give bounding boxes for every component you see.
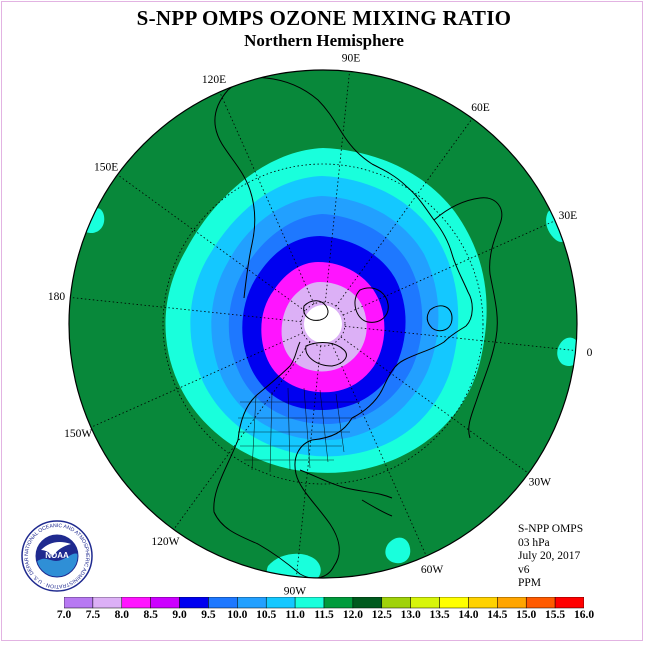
colorbar-tick-label: 8.5	[143, 609, 158, 621]
colorbar-tick-labels: 7.0 7.5 8.0 8.5 9.0 9.5 10.0 10.5 11.0 11.5 12.0 12…	[0, 609, 648, 623]
longitude-label-30e: 30E	[559, 210, 578, 222]
colorbar-tick-label: 15.0	[516, 609, 537, 621]
colorbar-cell	[352, 597, 383, 609]
colorbar-cell	[439, 597, 469, 609]
info-block: S-NPP OMPS 03 hPa July 20, 2017 v6 PPM	[518, 523, 583, 591]
colorbar-cell	[554, 597, 584, 609]
colorbar-cell	[525, 597, 556, 609]
logo-text: NOAA	[45, 551, 69, 560]
ozone-patch-se	[385, 537, 411, 564]
na-grid	[238, 387, 360, 473]
colorbar-cell	[410, 597, 440, 609]
meridian-180	[70, 297, 302, 323]
colorbar-cell	[468, 597, 498, 609]
colorbar-cell	[381, 597, 411, 609]
meridian-30w	[340, 336, 529, 474]
colorbar-cell	[265, 597, 296, 609]
meridian-90e	[324, 71, 350, 303]
colorbar-tick-label: 16.0	[573, 609, 595, 621]
pole-hole	[304, 305, 342, 343]
latitude-circle-30	[162, 163, 484, 485]
map-disc-outline	[68, 69, 578, 579]
colorbar-cell	[294, 597, 325, 609]
colorbar-cell	[497, 597, 527, 609]
colorbar-tick-label: 7.0	[56, 609, 72, 621]
colorbar-cell	[323, 597, 354, 609]
graticule	[162, 163, 484, 485]
colorbar-cell	[121, 597, 151, 609]
colorbar-tick-label: 9.0	[172, 609, 187, 621]
meridian-60e	[335, 118, 473, 307]
colorbar	[64, 597, 584, 609]
colorbar-tick-label: 10.5	[256, 609, 277, 621]
info-instrument: S-NPP OMPS	[518, 523, 584, 535]
meridian-150w	[90, 332, 304, 428]
colorbar-tick-label: 15.5	[545, 609, 566, 621]
colorbar-cell	[208, 597, 238, 609]
colorbar-tick-label: 14.5	[487, 609, 508, 621]
longitude-label-30w: 30W	[529, 477, 552, 489]
longitude-label-120w: 120W	[151, 536, 179, 548]
longitude-label-90w: 90W	[284, 586, 307, 598]
latitude-circle-pole	[300, 301, 346, 347]
meridian-0	[344, 325, 576, 351]
meridian-90w	[296, 345, 322, 577]
longitude-label-60w: 60W	[421, 564, 444, 576]
colorbar-tick-label: 12.5	[371, 609, 392, 621]
colorbar-cell	[237, 597, 267, 609]
colorbar-tick-label: 7.5	[85, 609, 101, 621]
logo-bird	[41, 542, 71, 556]
meridian-150e	[117, 174, 306, 312]
colorbar-tick-label: 8.0	[114, 609, 129, 621]
longitude-label-150e: 150E	[94, 161, 118, 173]
meridian-120e	[219, 91, 315, 305]
colorbar-tick-label: 10.0	[227, 609, 248, 621]
meridian-60w	[331, 343, 427, 557]
info-units: PPM	[518, 577, 542, 589]
map-title: S-NPP OMPS OZONE MIXING RATIO	[136, 6, 512, 30]
colorbar-cell	[179, 597, 209, 609]
colorbar-tick-label: 14.0	[458, 609, 479, 621]
longitude-label-180: 180	[48, 291, 66, 303]
colorbar-cell	[150, 597, 180, 609]
colorbar-cell	[92, 597, 123, 609]
meridian-lines	[70, 71, 576, 577]
meridian-30e	[342, 220, 556, 316]
colorbar-cell	[64, 597, 94, 609]
longitude-label-150w: 150W	[64, 428, 92, 440]
colorbar-tick-label: 12.0	[342, 609, 363, 621]
colorbar-tick-label: 9.5	[201, 609, 216, 621]
colorbar-tick-label: 13.0	[400, 609, 421, 621]
colorbar-tick-label: 11.5	[314, 609, 334, 621]
info-pressure: 03 hPa	[518, 536, 550, 549]
meridian-120w	[173, 341, 311, 530]
longitude-labels: 90E 60E 30E 0 30W 60W 90W 120W 150W 180 150E 120E	[48, 52, 593, 597]
longitude-label-90e: 90E	[342, 52, 361, 64]
longitude-label-120e: 120E	[202, 74, 226, 86]
info-date: July 20, 2017	[518, 550, 581, 562]
ozone-patch-s	[266, 553, 321, 578]
plot-frame	[1, 1, 643, 641]
noaa-logo: NATIONAL OCEANIC AND ATMOSPHERIC ADMINIS…	[21, 520, 93, 592]
longitude-label-0: 0	[587, 347, 593, 359]
colorbar-tick-label: 13.5	[429, 609, 450, 621]
map-subtitle: Northern Hemisphere	[244, 31, 404, 50]
longitude-label-60e: 60E	[471, 102, 490, 114]
logo-water	[36, 553, 78, 577]
colorbar-tick-label: 11.0	[285, 609, 305, 621]
info-version: v6	[518, 563, 530, 576]
